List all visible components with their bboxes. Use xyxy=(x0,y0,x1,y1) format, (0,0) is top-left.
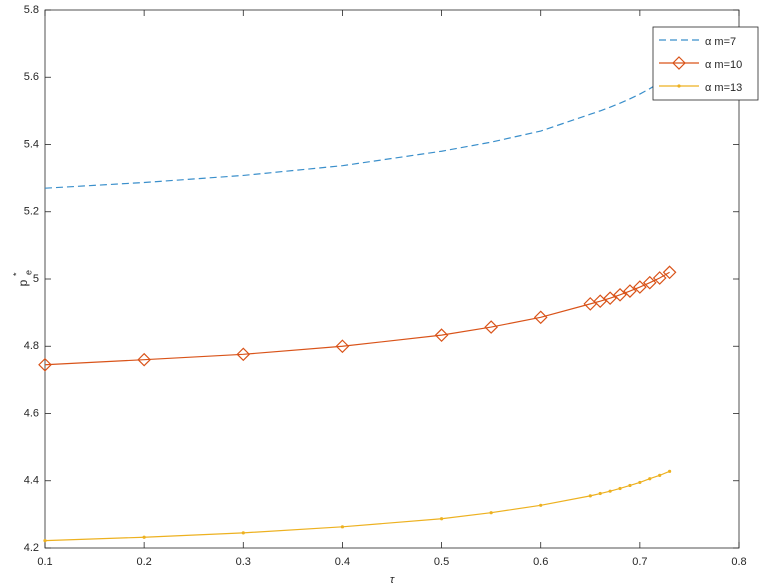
diamond-marker xyxy=(623,284,637,298)
y-tick-label: 5 xyxy=(33,273,39,285)
x-tick-label: 0.6 xyxy=(533,556,548,568)
y-axis-label: pe* xyxy=(11,270,33,286)
dot-marker xyxy=(539,503,543,507)
y-tick-label: 4.6 xyxy=(24,407,39,419)
diamond-marker xyxy=(533,310,548,325)
diamond-marker xyxy=(484,320,498,334)
dot-marker xyxy=(668,469,672,473)
diamond-marker xyxy=(662,265,677,280)
x-tick-label: 0.2 xyxy=(136,556,151,568)
dot-marker xyxy=(241,531,245,535)
diamond-marker xyxy=(652,271,667,285)
x-tick-label: 0.4 xyxy=(335,556,350,568)
x-tick-label: 0.1 xyxy=(37,556,52,568)
dot-marker xyxy=(43,539,47,543)
y-label-sup: * xyxy=(11,272,21,276)
series-line xyxy=(44,75,670,189)
diamond-marker xyxy=(593,294,608,309)
dot-marker xyxy=(142,535,146,539)
diamond-marker xyxy=(335,339,350,354)
y-tick-label: 5.4 xyxy=(24,138,39,150)
y-label-sub: e xyxy=(23,270,33,275)
dot-marker xyxy=(658,473,662,477)
diamond-marker xyxy=(137,352,151,367)
plot-area xyxy=(44,9,740,549)
dot-marker xyxy=(340,525,345,529)
dot-marker xyxy=(489,511,493,515)
legend-marker xyxy=(677,84,681,88)
x-tick-label: 0.5 xyxy=(434,556,449,568)
legend-label: α m=10 xyxy=(705,59,742,71)
diamond-marker xyxy=(613,287,627,302)
y-tick-label: 4.4 xyxy=(24,475,39,487)
diamond-marker xyxy=(633,280,647,294)
y-label-base: p xyxy=(16,279,30,286)
y-tick-label: 5.8 xyxy=(24,4,39,16)
dot-marker xyxy=(588,494,592,498)
dot-marker xyxy=(618,486,622,491)
y-tick-label: 4.8 xyxy=(24,340,39,352)
legend-marker xyxy=(672,56,686,70)
dot-marker xyxy=(648,477,652,481)
dot-marker xyxy=(638,480,642,485)
diamond-marker xyxy=(434,328,449,343)
x-tick-label: 0.7 xyxy=(632,556,647,568)
legend-label: α m=13 xyxy=(705,82,742,94)
x-tick-label: 0.8 xyxy=(731,556,746,568)
diamond-marker xyxy=(236,347,251,362)
legend: α m=7 α m=10 α m=13 xyxy=(652,26,759,101)
diamond-marker xyxy=(38,357,52,372)
y-tick-label: 5.2 xyxy=(24,206,39,218)
dot-marker xyxy=(628,483,632,488)
diamond-marker xyxy=(603,291,617,306)
dot-marker xyxy=(598,491,602,496)
legend-label: α m=7 xyxy=(705,36,736,48)
diamond-marker xyxy=(642,275,657,290)
dot-marker xyxy=(608,489,612,493)
y-tick-label: 5.6 xyxy=(24,71,39,83)
dot-marker xyxy=(439,517,444,521)
x-axis-label: τ xyxy=(390,574,395,586)
x-tick-label: 0.3 xyxy=(236,556,251,568)
y-tick-label: 4.2 xyxy=(24,542,39,554)
series-line xyxy=(44,470,670,542)
